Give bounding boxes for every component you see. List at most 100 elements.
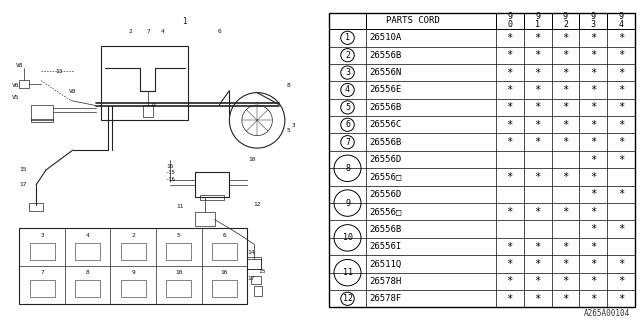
Text: 26556B: 26556B	[369, 138, 401, 147]
Text: 26556□: 26556□	[369, 207, 401, 216]
Text: *: *	[590, 68, 596, 78]
Text: *: *	[590, 207, 596, 217]
Text: 26556N: 26556N	[369, 68, 401, 77]
Text: 3: 3	[345, 68, 350, 77]
Text: *: *	[563, 85, 568, 95]
Bar	[100, 46, 188, 120]
Text: 9: 9	[151, 103, 155, 108]
Text: *: *	[563, 50, 568, 60]
Text: *: *	[506, 242, 513, 252]
Text: 5: 5	[345, 103, 350, 112]
Text: *: *	[590, 224, 596, 234]
Text: 9
2: 9 2	[563, 12, 568, 29]
Text: 6: 6	[223, 233, 227, 238]
Text: *: *	[618, 85, 625, 95]
Bar	[121, 243, 146, 260]
Text: *: *	[618, 294, 625, 304]
Text: *: *	[534, 172, 541, 182]
Text: *: *	[590, 172, 596, 182]
Text: *: *	[590, 33, 596, 43]
Bar	[212, 280, 237, 297]
Text: *: *	[534, 207, 541, 217]
Text: *: *	[618, 276, 625, 286]
Bar	[31, 119, 53, 122]
Text: 8: 8	[287, 83, 291, 88]
Text: *: *	[618, 189, 625, 199]
Text: *: *	[618, 224, 625, 234]
Text: 2: 2	[131, 233, 135, 238]
Text: 2: 2	[129, 29, 132, 34]
Text: *: *	[590, 102, 596, 112]
Text: 17: 17	[248, 276, 255, 281]
Bar	[200, 195, 225, 200]
Bar	[251, 276, 261, 284]
Text: *: *	[618, 137, 625, 147]
Text: 26556□: 26556□	[369, 172, 401, 181]
Text: -15: -15	[165, 170, 175, 175]
Text: 1: 1	[345, 33, 350, 42]
Text: 26556B: 26556B	[369, 103, 401, 112]
Text: 9
4: 9 4	[619, 12, 624, 29]
Text: *: *	[506, 102, 513, 112]
Text: *: *	[618, 68, 625, 78]
Text: *: *	[534, 102, 541, 112]
Bar	[143, 106, 153, 117]
Text: *: *	[590, 120, 596, 130]
Bar	[31, 105, 53, 120]
Text: 26578F: 26578F	[369, 294, 401, 303]
Text: 16: 16	[166, 164, 173, 169]
Text: *: *	[618, 102, 625, 112]
Text: 3: 3	[40, 233, 44, 238]
Bar	[29, 243, 54, 260]
Text: *: *	[563, 120, 568, 130]
Text: 26556C: 26556C	[369, 120, 401, 129]
Text: 7: 7	[146, 29, 150, 34]
Bar	[254, 286, 262, 296]
Text: 9
3: 9 3	[591, 12, 596, 29]
Text: 15: 15	[259, 269, 266, 275]
Text: 1: 1	[182, 17, 187, 26]
Text: *: *	[590, 294, 596, 304]
Text: *: *	[506, 207, 513, 217]
Text: *: *	[563, 172, 568, 182]
Text: 7: 7	[345, 138, 350, 147]
Text: 3: 3	[292, 123, 296, 128]
Text: 15: 15	[19, 167, 27, 172]
Text: *: *	[563, 276, 568, 286]
Bar	[195, 172, 229, 197]
Text: *: *	[534, 242, 541, 252]
Text: *: *	[506, 276, 513, 286]
Text: *: *	[590, 189, 596, 199]
Text: 13: 13	[55, 69, 63, 74]
Text: *: *	[590, 137, 596, 147]
Text: A265A00104: A265A00104	[584, 309, 630, 318]
Text: 9: 9	[131, 270, 135, 276]
Text: 9
0: 9 0	[507, 12, 512, 29]
Text: *: *	[506, 137, 513, 147]
Text: 11: 11	[342, 268, 353, 277]
Text: 14: 14	[248, 250, 255, 255]
Text: *: *	[534, 259, 541, 269]
Text: *: *	[590, 242, 596, 252]
Bar	[75, 280, 100, 297]
Bar	[121, 280, 146, 297]
Text: *: *	[590, 85, 596, 95]
Text: *: *	[506, 172, 513, 182]
Text: *: *	[506, 68, 513, 78]
Text: 5: 5	[177, 233, 180, 238]
Text: *: *	[563, 137, 568, 147]
Text: *: *	[534, 68, 541, 78]
Text: 8: 8	[345, 164, 350, 173]
Text: 5: 5	[287, 128, 291, 133]
Text: -16: -16	[165, 177, 175, 182]
Text: *: *	[506, 33, 513, 43]
Text: 26556D: 26556D	[369, 155, 401, 164]
Text: 16: 16	[221, 270, 228, 276]
Text: *: *	[618, 33, 625, 43]
Text: PARTS CORD: PARTS CORD	[386, 16, 440, 25]
Text: 4: 4	[345, 85, 350, 94]
Text: 26578H: 26578H	[369, 277, 401, 286]
Text: 26556D: 26556D	[369, 190, 401, 199]
Text: 10: 10	[342, 233, 353, 242]
Text: 4: 4	[161, 29, 165, 34]
